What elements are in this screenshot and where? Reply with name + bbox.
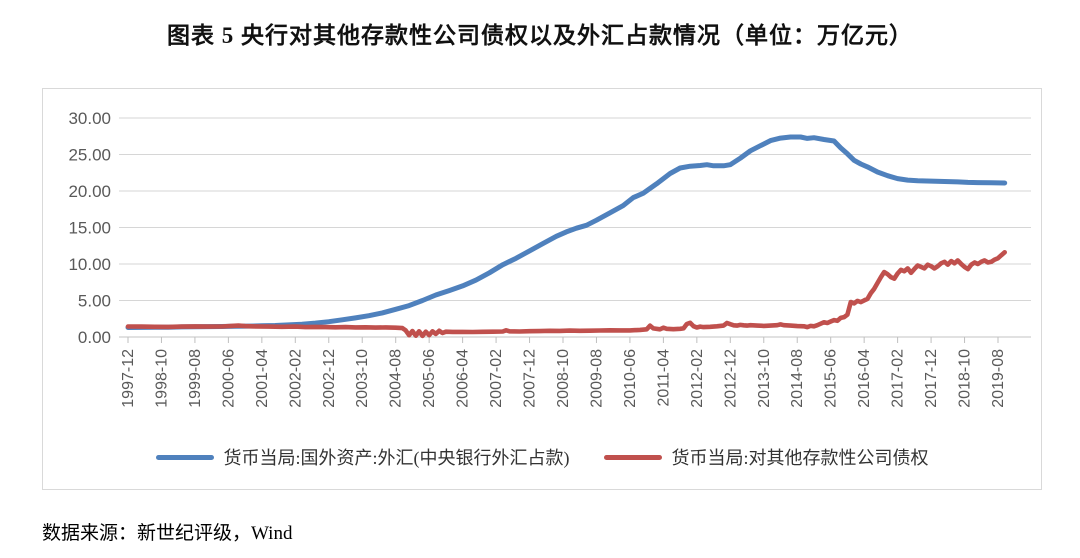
- svg-text:0.00: 0.00: [78, 328, 111, 347]
- svg-text:2003-10: 2003-10: [354, 349, 371, 408]
- svg-text:2001-04: 2001-04: [254, 349, 271, 408]
- svg-text:2000-06: 2000-06: [220, 349, 237, 408]
- svg-text:2009-08: 2009-08: [588, 349, 605, 408]
- svg-text:2004-08: 2004-08: [388, 349, 405, 408]
- chart-title: 图表 5 央行对其他存款性公司债权以及外汇占款情况（单位：万亿元）: [167, 23, 913, 48]
- svg-text:15.00: 15.00: [68, 219, 111, 238]
- svg-text:2016-04: 2016-04: [856, 349, 873, 408]
- svg-text:2012-02: 2012-02: [689, 349, 706, 408]
- legend-marker-fx-holdings-icon: [155, 454, 214, 460]
- svg-text:1997-12: 1997-12: [120, 349, 137, 408]
- svg-text:2006-04: 2006-04: [455, 349, 472, 408]
- legend-marker-claims-icon: [603, 454, 662, 460]
- data-source-note: 数据来源：新世纪评级，Wind: [42, 523, 293, 544]
- svg-text:2014-08: 2014-08: [789, 349, 806, 408]
- legend-item-fx-holdings: 货币当局:国外资产:外汇(中央银行外汇占款): [155, 444, 570, 470]
- svg-text:2002-12: 2002-12: [321, 349, 338, 408]
- svg-text:2007-02: 2007-02: [488, 349, 505, 408]
- svg-text:2015-06: 2015-06: [823, 349, 840, 408]
- svg-text:2017-02: 2017-02: [890, 349, 907, 408]
- svg-text:5.00: 5.00: [78, 292, 111, 311]
- svg-text:2019-08: 2019-08: [990, 349, 1007, 408]
- svg-text:2002-02: 2002-02: [287, 349, 304, 408]
- chart-container: 30.00 25.00 20.00 15.00 10.00 5.00 0.00 1997-12…: [42, 88, 1042, 490]
- svg-text:2017-12: 2017-12: [923, 349, 940, 408]
- chart-legend: 货币当局:国外资产:外汇(中央银行外汇占款) 货币当局:对其他存款性公司债权: [43, 444, 1041, 470]
- svg-text:1998-10: 1998-10: [153, 349, 170, 408]
- svg-text:25.00: 25.00: [68, 146, 111, 165]
- svg-text:2010-06: 2010-06: [622, 349, 639, 408]
- svg-text:2005-06: 2005-06: [421, 349, 438, 408]
- svg-text:2011-04: 2011-04: [655, 349, 672, 407]
- svg-text:10.00: 10.00: [68, 255, 111, 274]
- legend-item-claims: 货币当局:对其他存款性公司债权: [603, 444, 929, 470]
- svg-text:2007-12: 2007-12: [522, 349, 539, 408]
- line-chart-plot: 30.00 25.00 20.00 15.00 10.00 5.00 0.00 1997-12…: [68, 109, 1031, 408]
- legend-label-fx-holdings: 货币当局:国外资产:外汇(中央银行外汇占款): [223, 448, 570, 468]
- svg-text:2008-10: 2008-10: [555, 349, 572, 408]
- svg-text:1999-08: 1999-08: [187, 349, 204, 408]
- svg-text:30.00: 30.00: [68, 109, 111, 128]
- svg-text:2013-10: 2013-10: [756, 349, 773, 408]
- svg-text:20.00: 20.00: [68, 182, 111, 201]
- legend-label-claims: 货币当局:对其他存款性公司债权: [671, 448, 929, 468]
- svg-text:2018-10: 2018-10: [957, 349, 974, 408]
- svg-text:2012-12: 2012-12: [722, 349, 739, 408]
